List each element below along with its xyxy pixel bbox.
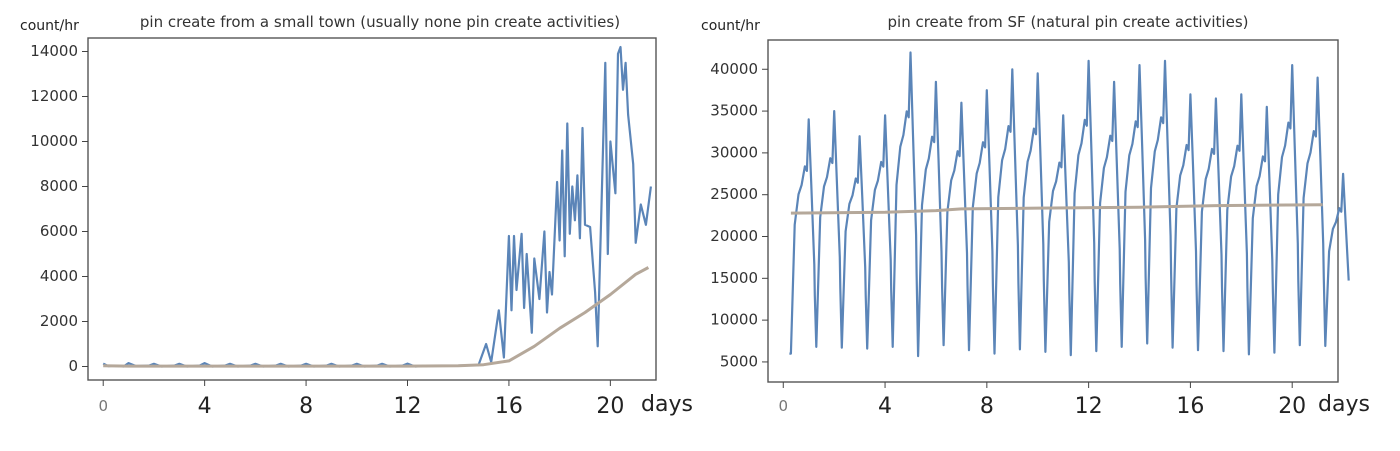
x-tick-label: 16 [495, 394, 523, 419]
y-unit-label: count/hr [20, 18, 79, 34]
x-tick-label: 4 [198, 394, 212, 419]
x-tick-label: 0 [98, 397, 108, 415]
x-tick-label: 12 [1075, 394, 1103, 419]
x-tick-label: 20 [1278, 394, 1306, 419]
series-line-observed [789, 51, 1350, 358]
y-tick-label: 10000 [710, 311, 758, 329]
x-tick-label: 8 [980, 394, 994, 419]
plot-frame [767, 39, 1339, 383]
x-unit-label: days [1318, 392, 1370, 417]
y-tick-label: 5000 [720, 352, 758, 370]
x-tick-label: 20 [596, 394, 624, 419]
series-group [102, 45, 652, 368]
series-group [789, 51, 1350, 358]
chart-panel-sf: count/hr pin create from SF (natural pin… [701, 13, 1370, 419]
series-line-baseline [103, 266, 650, 368]
y-tick-label: 6000 [40, 222, 78, 240]
y-tick-label: 35000 [710, 102, 758, 120]
x-tick-label: 12 [394, 394, 422, 419]
y-tick-label: 40000 [710, 60, 758, 78]
y-tick-label: 14000 [30, 42, 78, 60]
chart-title: pin create from a small town (usually no… [140, 13, 620, 31]
x-tick-label: 0 [778, 397, 788, 415]
y-tick-label: 20000 [710, 227, 758, 245]
y-axis: 0 2000 4000 6000 8000 10000 12000 14000 [30, 42, 88, 375]
x-axis: 0 4 8 12 16 20 [98, 380, 624, 419]
series-line-observed [102, 45, 652, 368]
chart-title: pin create from SF (natural pin create a… [888, 13, 1249, 31]
x-tick-label: 4 [878, 394, 892, 419]
series-line-baseline [790, 203, 1323, 215]
y-tick-label: 12000 [30, 87, 78, 105]
y-tick-label: 2000 [40, 312, 78, 330]
y-axis: 5000 10000 15000 20000 25000 30000 35000 40000 [710, 60, 768, 370]
x-tick-label: 8 [299, 394, 313, 419]
x-tick-label: 16 [1176, 394, 1204, 419]
x-unit-label: days [641, 392, 693, 417]
y-tick-label: 15000 [710, 269, 758, 287]
plot-frame [87, 37, 657, 381]
x-axis: 0 4 8 12 16 20 [778, 382, 1306, 419]
y-unit-label: count/hr [701, 18, 760, 34]
chart-panel-small-town: count/hr pin create from a small town (u… [20, 13, 693, 419]
y-tick-label: 8000 [40, 177, 78, 195]
y-tick-label: 25000 [710, 185, 758, 203]
y-tick-label: 4000 [40, 267, 78, 285]
y-tick-label: 30000 [710, 143, 758, 161]
y-tick-label: 0 [68, 357, 78, 375]
y-tick-label: 10000 [30, 132, 78, 150]
